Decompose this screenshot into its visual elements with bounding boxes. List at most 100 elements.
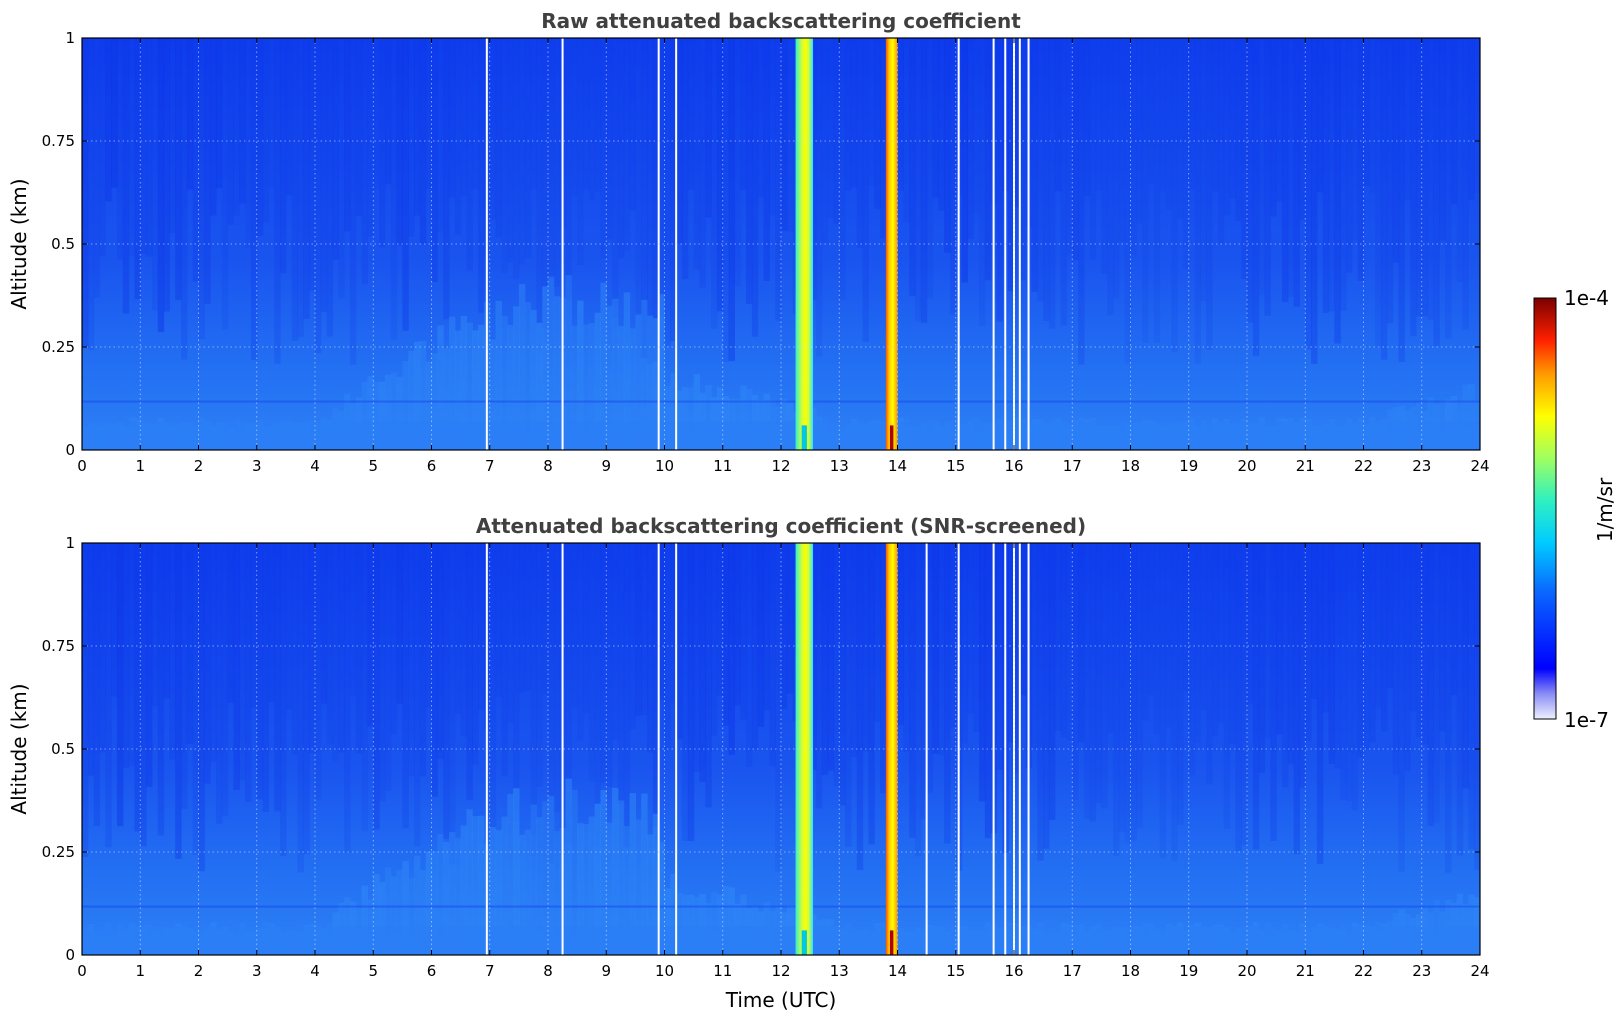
texture-column [1072, 543, 1079, 801]
texture-column [460, 543, 468, 737]
x-tick-label: 21 [1296, 962, 1315, 980]
texture-column [1124, 543, 1132, 844]
band-peak-2 [889, 425, 894, 450]
texture-column [501, 38, 508, 274]
texture-column [1474, 543, 1480, 870]
texture-column [140, 543, 147, 847]
texture-column [1293, 38, 1301, 307]
texture-column [1235, 38, 1242, 221]
x-tick-label: 14 [888, 962, 907, 980]
texture-column [949, 38, 957, 315]
texture-column [332, 38, 339, 260]
texture-column [1357, 38, 1365, 281]
texture-column [1334, 543, 1341, 769]
texture-column [845, 543, 852, 847]
texture-column [1060, 543, 1068, 738]
texture-column [186, 38, 194, 190]
texture-column [553, 543, 561, 813]
texture-column [1340, 543, 1347, 801]
texture-column [285, 543, 293, 710]
x-tick-label: 6 [427, 962, 437, 980]
boundary-layer-column [641, 793, 648, 955]
texture-column [670, 543, 677, 704]
texture-column [192, 38, 200, 282]
texture-column [215, 543, 223, 824]
texture-column [122, 38, 130, 314]
boundary-layer-column [652, 813, 660, 955]
texture-column [256, 543, 264, 800]
boundary-layer-column [670, 873, 677, 955]
boundary-layer-column [600, 282, 607, 450]
x-tick-label: 11 [713, 962, 732, 980]
texture-column [786, 543, 794, 694]
texture-column [1089, 38, 1097, 261]
texture-column [1316, 38, 1324, 193]
texture-column [384, 543, 392, 792]
y-tick-label: 0.75 [42, 637, 75, 655]
texture-column [1241, 543, 1248, 846]
texture-column [1054, 38, 1062, 192]
texture-column [926, 38, 934, 299]
boundary-layer-column [652, 318, 660, 450]
texture-column [1287, 543, 1295, 764]
boundary-layer-column [419, 870, 427, 955]
boundary-layer-column [681, 387, 689, 450]
texture-column [349, 38, 357, 365]
texture-column [681, 543, 689, 841]
y-axis-label: Altitude (km) [7, 683, 31, 814]
texture-column [1066, 543, 1073, 741]
texture-column [635, 543, 642, 716]
texture-column [1346, 543, 1353, 802]
boundary-layer-column [530, 310, 537, 450]
texture-column [303, 38, 310, 319]
texture-column [1177, 543, 1184, 825]
texture-column [524, 543, 532, 691]
texture-column [431, 38, 438, 283]
texture-column [1427, 543, 1434, 827]
boundary-layer-column [681, 894, 689, 955]
texture-column [250, 38, 258, 360]
texture-column [478, 38, 485, 313]
texture-column [262, 38, 269, 223]
data-gap [485, 543, 488, 955]
texture-column [1322, 38, 1330, 313]
texture-column [1083, 38, 1091, 196]
texture-column [827, 543, 835, 771]
texture-column [961, 38, 968, 283]
y-tick-label: 0.25 [42, 338, 75, 356]
boundary-layer-column [524, 301, 532, 450]
texture-column [169, 543, 176, 760]
texture-column [530, 543, 537, 836]
texture-column [1136, 543, 1143, 828]
texture-column [612, 543, 619, 740]
texture-column [751, 543, 759, 750]
boundary-layer-column [641, 299, 648, 450]
texture-column [687, 543, 695, 842]
boundary-layer-column [396, 869, 403, 955]
texture-column [647, 543, 654, 753]
boundary-layer-column [454, 837, 462, 955]
texture-column [850, 543, 858, 757]
texture-column [198, 543, 205, 872]
texture-column [693, 543, 701, 772]
high-backscatter-band-1 [795, 543, 814, 955]
texture-column [1188, 38, 1196, 190]
x-tick-label: 1 [135, 457, 145, 475]
boundary-layer-column [722, 885, 730, 955]
texture-column [268, 38, 275, 189]
texture-column [553, 38, 561, 288]
colorbar-gradient [1533, 297, 1557, 720]
texture-column [670, 38, 677, 341]
texture-column [658, 38, 666, 315]
texture-column [163, 38, 170, 312]
texture-column [833, 543, 840, 787]
texture-column [1048, 543, 1056, 820]
texture-column [1264, 38, 1271, 316]
boundary-layer-column [600, 789, 607, 955]
texture-column [1398, 543, 1405, 872]
texture-column [466, 38, 473, 271]
texture-column [192, 543, 200, 855]
data-gap [1018, 543, 1021, 955]
texture-column [1252, 543, 1260, 850]
